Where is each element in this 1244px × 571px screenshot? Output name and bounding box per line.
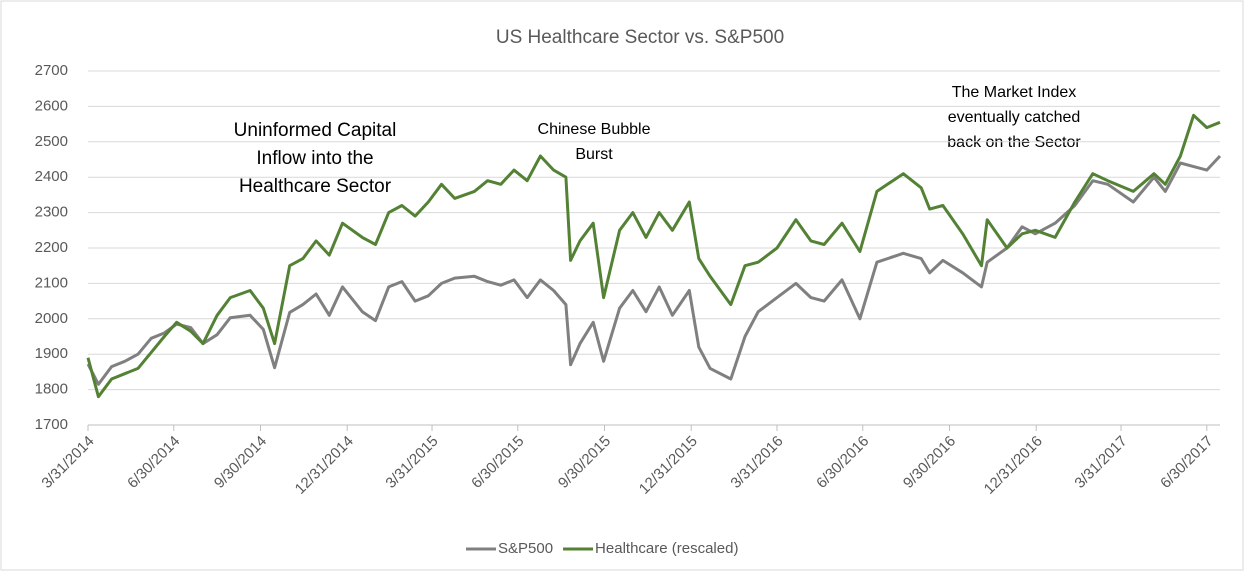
y-tick-label: 1800 (35, 381, 68, 398)
chart-title: US Healthcare Sector vs. S&P500 (496, 27, 784, 48)
y-tick-label: 1900 (35, 345, 68, 362)
annotation: Burst (575, 146, 613, 163)
annotation: Inflow into the (256, 148, 373, 169)
y-tick-label: 2200 (35, 239, 68, 256)
y-tick-label: 2700 (35, 62, 68, 79)
legend-label: S&P500 (498, 540, 553, 557)
annotation: Uninformed Capital (234, 120, 397, 141)
annotation: Chinese Bubble (538, 121, 651, 138)
y-tick-label: 2600 (35, 97, 68, 114)
y-tick-label: 2000 (35, 310, 68, 327)
y-tick-label: 2100 (35, 274, 68, 291)
annotation: The Market Index (952, 84, 1077, 101)
series-line (86, 113, 1221, 399)
y-tick-label: 2500 (35, 133, 68, 150)
y-tick-label: 1700 (35, 416, 68, 433)
y-tick-label: 2300 (35, 204, 68, 221)
annotation: Healthcare Sector (239, 176, 392, 197)
y-tick-label: 2400 (35, 168, 68, 185)
annotation: back on the Sector (947, 134, 1081, 151)
legend-label: Healthcare (rescaled) (595, 540, 738, 557)
annotation: eventually catched (948, 109, 1081, 126)
